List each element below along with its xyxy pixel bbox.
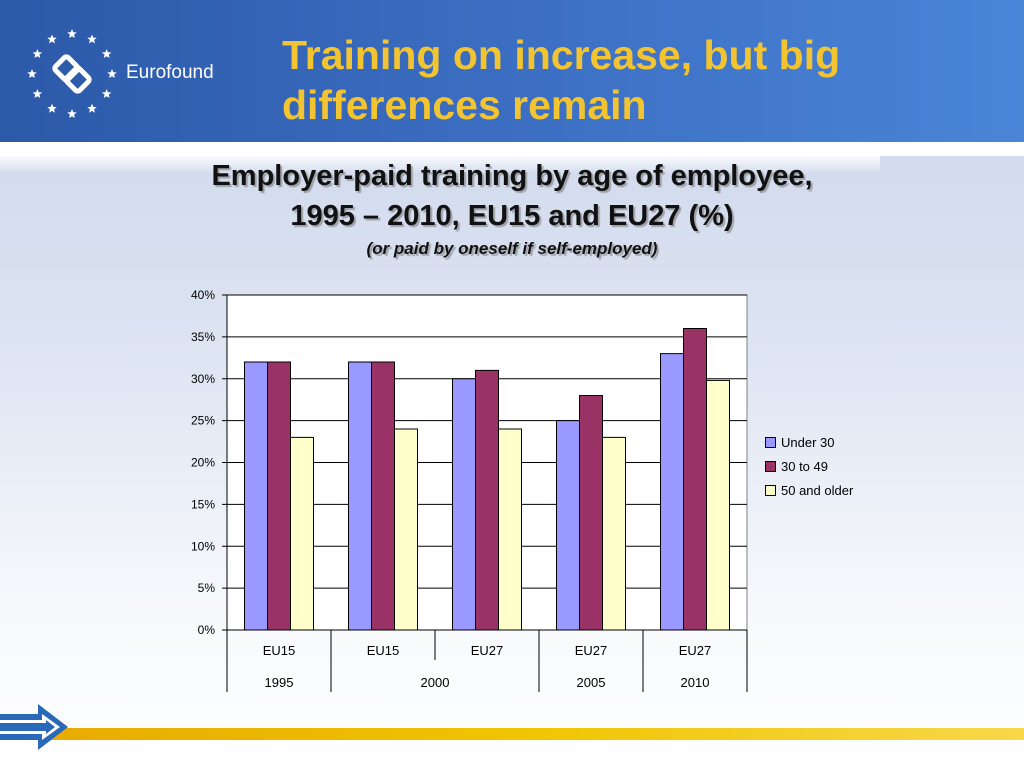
y-tick-label: 0%: [198, 623, 216, 637]
y-tick-label: 40%: [191, 288, 215, 302]
logo-star-icon: [101, 49, 112, 59]
bar-50-and-older: [706, 379, 730, 631]
chart-title-line1: Employer-paid training by age of employe…: [211, 160, 813, 192]
legend-item: 30 to 49: [765, 454, 853, 478]
x-group-label: 2010: [681, 675, 710, 690]
chart-legend: Under 30 30 to 49 50 and older: [765, 430, 853, 502]
x-category-label: EU27: [575, 643, 608, 658]
bar-30-to-49: [683, 328, 707, 631]
footer-band: [0, 728, 1024, 740]
logo-star-icon: [67, 109, 77, 119]
legend-label: Under 30: [781, 434, 835, 450]
y-tick-label: 5%: [198, 581, 216, 595]
slide-title-line2: differences remain: [282, 82, 647, 128]
x-group-label: 2000: [421, 675, 450, 690]
bar-30-to-49: [475, 369, 499, 631]
logo-star-icon: [47, 103, 57, 113]
logo-text: Eurofound: [126, 62, 214, 83]
slide-title-line1: Training on increase, but big: [282, 32, 841, 78]
logo-star-icon: [87, 34, 97, 44]
y-tick-label: 35%: [191, 330, 215, 344]
x-category-label: EU27: [471, 643, 504, 658]
bar-30-to-49: [371, 361, 395, 631]
logo-star-icon: [32, 49, 43, 59]
bar-under-30: [244, 361, 268, 631]
logo-star-icon: [67, 29, 77, 39]
bar-50-and-older: [498, 428, 522, 631]
header-bar: [0, 0, 1024, 142]
bar-under-30: [348, 361, 372, 631]
logo-star-icon: [87, 103, 97, 113]
eurofound-logo-icon: [27, 29, 117, 119]
logo-star-icon: [101, 89, 112, 99]
x-group-label: 2005: [577, 675, 606, 690]
y-tick-label: 25%: [191, 414, 215, 428]
y-tick-label: 15%: [191, 497, 215, 511]
slide-title: Training on increase, but big difference…: [282, 30, 1002, 130]
y-tick-label: 20%: [191, 456, 215, 470]
bar-under-30: [556, 420, 580, 631]
legend-swatch: [765, 460, 776, 472]
x-category-label: EU15: [263, 643, 296, 658]
logo-star-icon: [47, 34, 57, 44]
legend-item: 50 and older: [765, 478, 853, 502]
legend-label: 30 to 49: [781, 458, 828, 474]
x-category-label: EU27: [679, 643, 712, 658]
bar-50-and-older: [290, 436, 314, 631]
arrow-right-icon: [0, 704, 68, 750]
header-divider: [0, 142, 1024, 156]
x-group-label: 1995: [265, 675, 294, 690]
legend-item: Under 30: [765, 430, 853, 454]
bar-30-to-49: [267, 361, 291, 631]
bar-under-30: [660, 353, 684, 631]
bar-50-and-older: [602, 436, 626, 631]
logo-star-icon: [107, 69, 117, 79]
y-tick-label: 30%: [191, 372, 215, 386]
bar-50-and-older: [394, 428, 418, 631]
bar-under-30: [452, 378, 476, 631]
legend-swatch: [765, 436, 776, 448]
bar-30-to-49: [579, 395, 603, 631]
y-tick-label: 10%: [191, 539, 215, 553]
logo-star-icon: [32, 89, 43, 99]
legend-label: 50 and older: [781, 482, 854, 498]
logo-star-icon: [27, 69, 37, 79]
legend-swatch: [765, 484, 776, 496]
x-category-label: EU15: [367, 643, 400, 658]
header-shadow: [0, 154, 880, 174]
chart-subtitle: (or paid by oneself if self-employed): [366, 239, 658, 258]
chart-title-line2: 1995 – 2010, EU15 and EU27 (%): [290, 200, 734, 232]
